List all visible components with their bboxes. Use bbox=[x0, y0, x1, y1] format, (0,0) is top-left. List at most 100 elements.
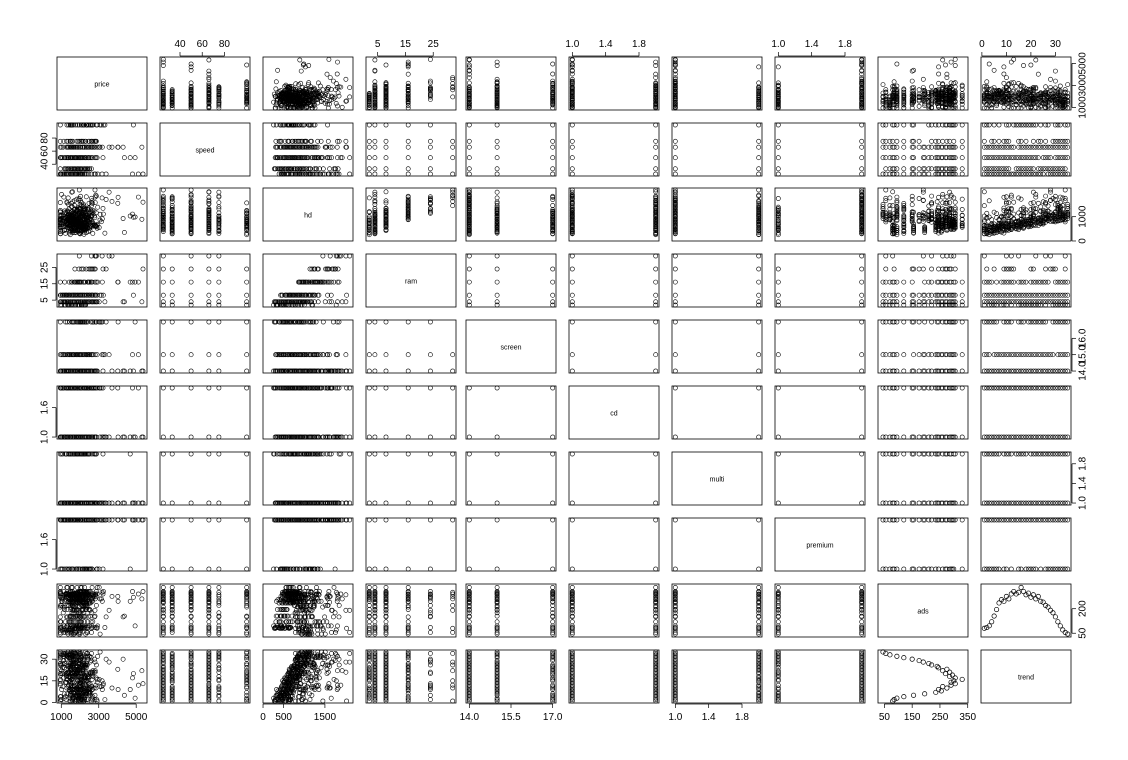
panel-frame bbox=[465, 56, 557, 111]
point-price-hd-434 bbox=[292, 99, 297, 105]
point-speed-trend-89 bbox=[1011, 171, 1017, 177]
point-ram-speed-30 bbox=[169, 302, 175, 308]
point-price-ram-102 bbox=[372, 85, 378, 91]
point-price-speed-47 bbox=[188, 98, 194, 103]
point-speed-trend-177 bbox=[1053, 138, 1058, 144]
point-speed-screen-12 bbox=[494, 122, 500, 128]
point-price-screen-58 bbox=[494, 92, 500, 98]
point-price-hd-334 bbox=[324, 88, 330, 94]
point-speed-trend-53 bbox=[986, 171, 992, 177]
point-speed-cd-5 bbox=[653, 144, 659, 150]
point-price-premium-68 bbox=[859, 57, 865, 62]
point-price-speed-152 bbox=[244, 97, 250, 103]
point-price-hd-173 bbox=[278, 88, 284, 93]
point-price-hd-416 bbox=[287, 85, 292, 90]
point-speed-trend-24 bbox=[981, 171, 987, 177]
point-speed-trend-138 bbox=[1050, 144, 1056, 150]
point-price-cd-48 bbox=[653, 87, 659, 93]
point-price-trend-261 bbox=[1053, 68, 1058, 74]
point-speed-ram-30 bbox=[366, 166, 372, 172]
point-price-hd-354 bbox=[309, 87, 315, 92]
point-speed-premium-4 bbox=[859, 171, 865, 177]
point-speed-price-171 bbox=[122, 155, 127, 161]
point-speed-ram-19 bbox=[366, 144, 372, 150]
point-price-hd-293 bbox=[327, 98, 332, 104]
panel-frame bbox=[365, 122, 457, 177]
panel-speed-vs-hd bbox=[262, 122, 354, 177]
point-price-hd-54 bbox=[343, 98, 349, 104]
point-price-speed-86 bbox=[160, 95, 166, 100]
point-price-hd-159 bbox=[335, 59, 340, 65]
point-hd-price-76 bbox=[139, 216, 145, 222]
point-price-screen-89 bbox=[550, 101, 556, 106]
point-price-ram-126 bbox=[405, 88, 411, 94]
point-price-cd-72 bbox=[569, 71, 575, 77]
point-speed-trend-70 bbox=[1043, 144, 1048, 150]
point-price-trend-326 bbox=[1008, 84, 1014, 90]
point-speed-ads-123 bbox=[959, 155, 965, 161]
point-price-hd-155 bbox=[315, 80, 321, 86]
point-speed-ads-122 bbox=[916, 138, 922, 144]
point-price-hd-422 bbox=[283, 89, 289, 95]
point-ram-hd-149 bbox=[335, 266, 341, 272]
point-price-hd-265 bbox=[294, 105, 300, 111]
point-price-hd-151 bbox=[293, 104, 299, 110]
point-price-ads-202 bbox=[894, 61, 900, 67]
point-price-multi-45 bbox=[672, 85, 678, 91]
point-price-hd-7 bbox=[327, 75, 333, 80]
point-price-speed-84 bbox=[169, 91, 175, 97]
point-speed-ram-11 bbox=[372, 144, 378, 150]
point-speed-ads-85 bbox=[926, 166, 932, 172]
point-price-ram-87 bbox=[427, 85, 433, 90]
point-price-speed-107 bbox=[216, 105, 222, 111]
point-hd-trend-154 bbox=[1053, 197, 1058, 202]
point-hd-multi-80 bbox=[756, 187, 762, 193]
point-speed-cd-2 bbox=[569, 138, 575, 144]
point-hd-ads-229 bbox=[959, 196, 965, 202]
panel-speed-vs-speed: speed bbox=[159, 122, 251, 177]
point-speed-trend-90 bbox=[1023, 171, 1029, 177]
point-price-premium-45 bbox=[859, 91, 865, 97]
point-ram-price-24 bbox=[102, 299, 108, 305]
point-speed-cd-8 bbox=[653, 171, 659, 177]
point-price-premium-69 bbox=[775, 82, 781, 88]
point-speed-trend-157 bbox=[1057, 138, 1063, 144]
point-price-ram-115 bbox=[366, 95, 372, 101]
point-price-ram-88 bbox=[383, 100, 389, 106]
point-hd-trend-62 bbox=[994, 211, 999, 216]
point-speed-trend-59 bbox=[1026, 155, 1031, 161]
point-price-cd-33 bbox=[653, 71, 659, 77]
point-speed-trend-60 bbox=[1001, 138, 1007, 144]
point-price-ram-104 bbox=[383, 87, 389, 93]
point-price-cd-73 bbox=[653, 82, 659, 88]
panel-speed-vs-trend bbox=[980, 122, 1072, 177]
point-price-multi-31 bbox=[672, 71, 678, 77]
point-price-multi-50 bbox=[756, 105, 762, 111]
point-hd-price-159 bbox=[135, 194, 141, 200]
point-ram-price-91 bbox=[76, 266, 82, 272]
point-price-hd-361 bbox=[338, 84, 344, 90]
point-speed-trend-18 bbox=[1045, 171, 1051, 177]
point-speed-ads-116 bbox=[916, 144, 922, 150]
panel-frame bbox=[671, 122, 763, 177]
point-speed-cd-9 bbox=[653, 138, 659, 144]
point-price-cd-25 bbox=[653, 96, 659, 102]
point-speed-trend-144 bbox=[1040, 171, 1046, 177]
point-speed-hd-255 bbox=[347, 171, 353, 177]
point-speed-trend-48 bbox=[1021, 166, 1026, 172]
point-price-ram-111 bbox=[450, 85, 456, 90]
panel-hd-vs-hd: hd bbox=[262, 187, 354, 242]
point-speed-ram-31 bbox=[427, 122, 433, 128]
point-price-ram-89 bbox=[405, 105, 411, 111]
point-price-hd-339 bbox=[278, 103, 284, 108]
point-price-trend-113 bbox=[1057, 83, 1063, 89]
point-price-ram-112 bbox=[405, 92, 411, 97]
point-ram-price-154 bbox=[140, 266, 146, 272]
point-hd-speed-168 bbox=[216, 193, 222, 199]
point-hd-trend-215 bbox=[986, 214, 992, 220]
point-price-trend-185 bbox=[1016, 105, 1021, 111]
point-price-cd-71 bbox=[569, 57, 575, 62]
point-speed-trend-39 bbox=[1057, 144, 1063, 150]
point-speed-trend-113 bbox=[981, 138, 987, 144]
point-price-screen-67 bbox=[466, 102, 472, 108]
